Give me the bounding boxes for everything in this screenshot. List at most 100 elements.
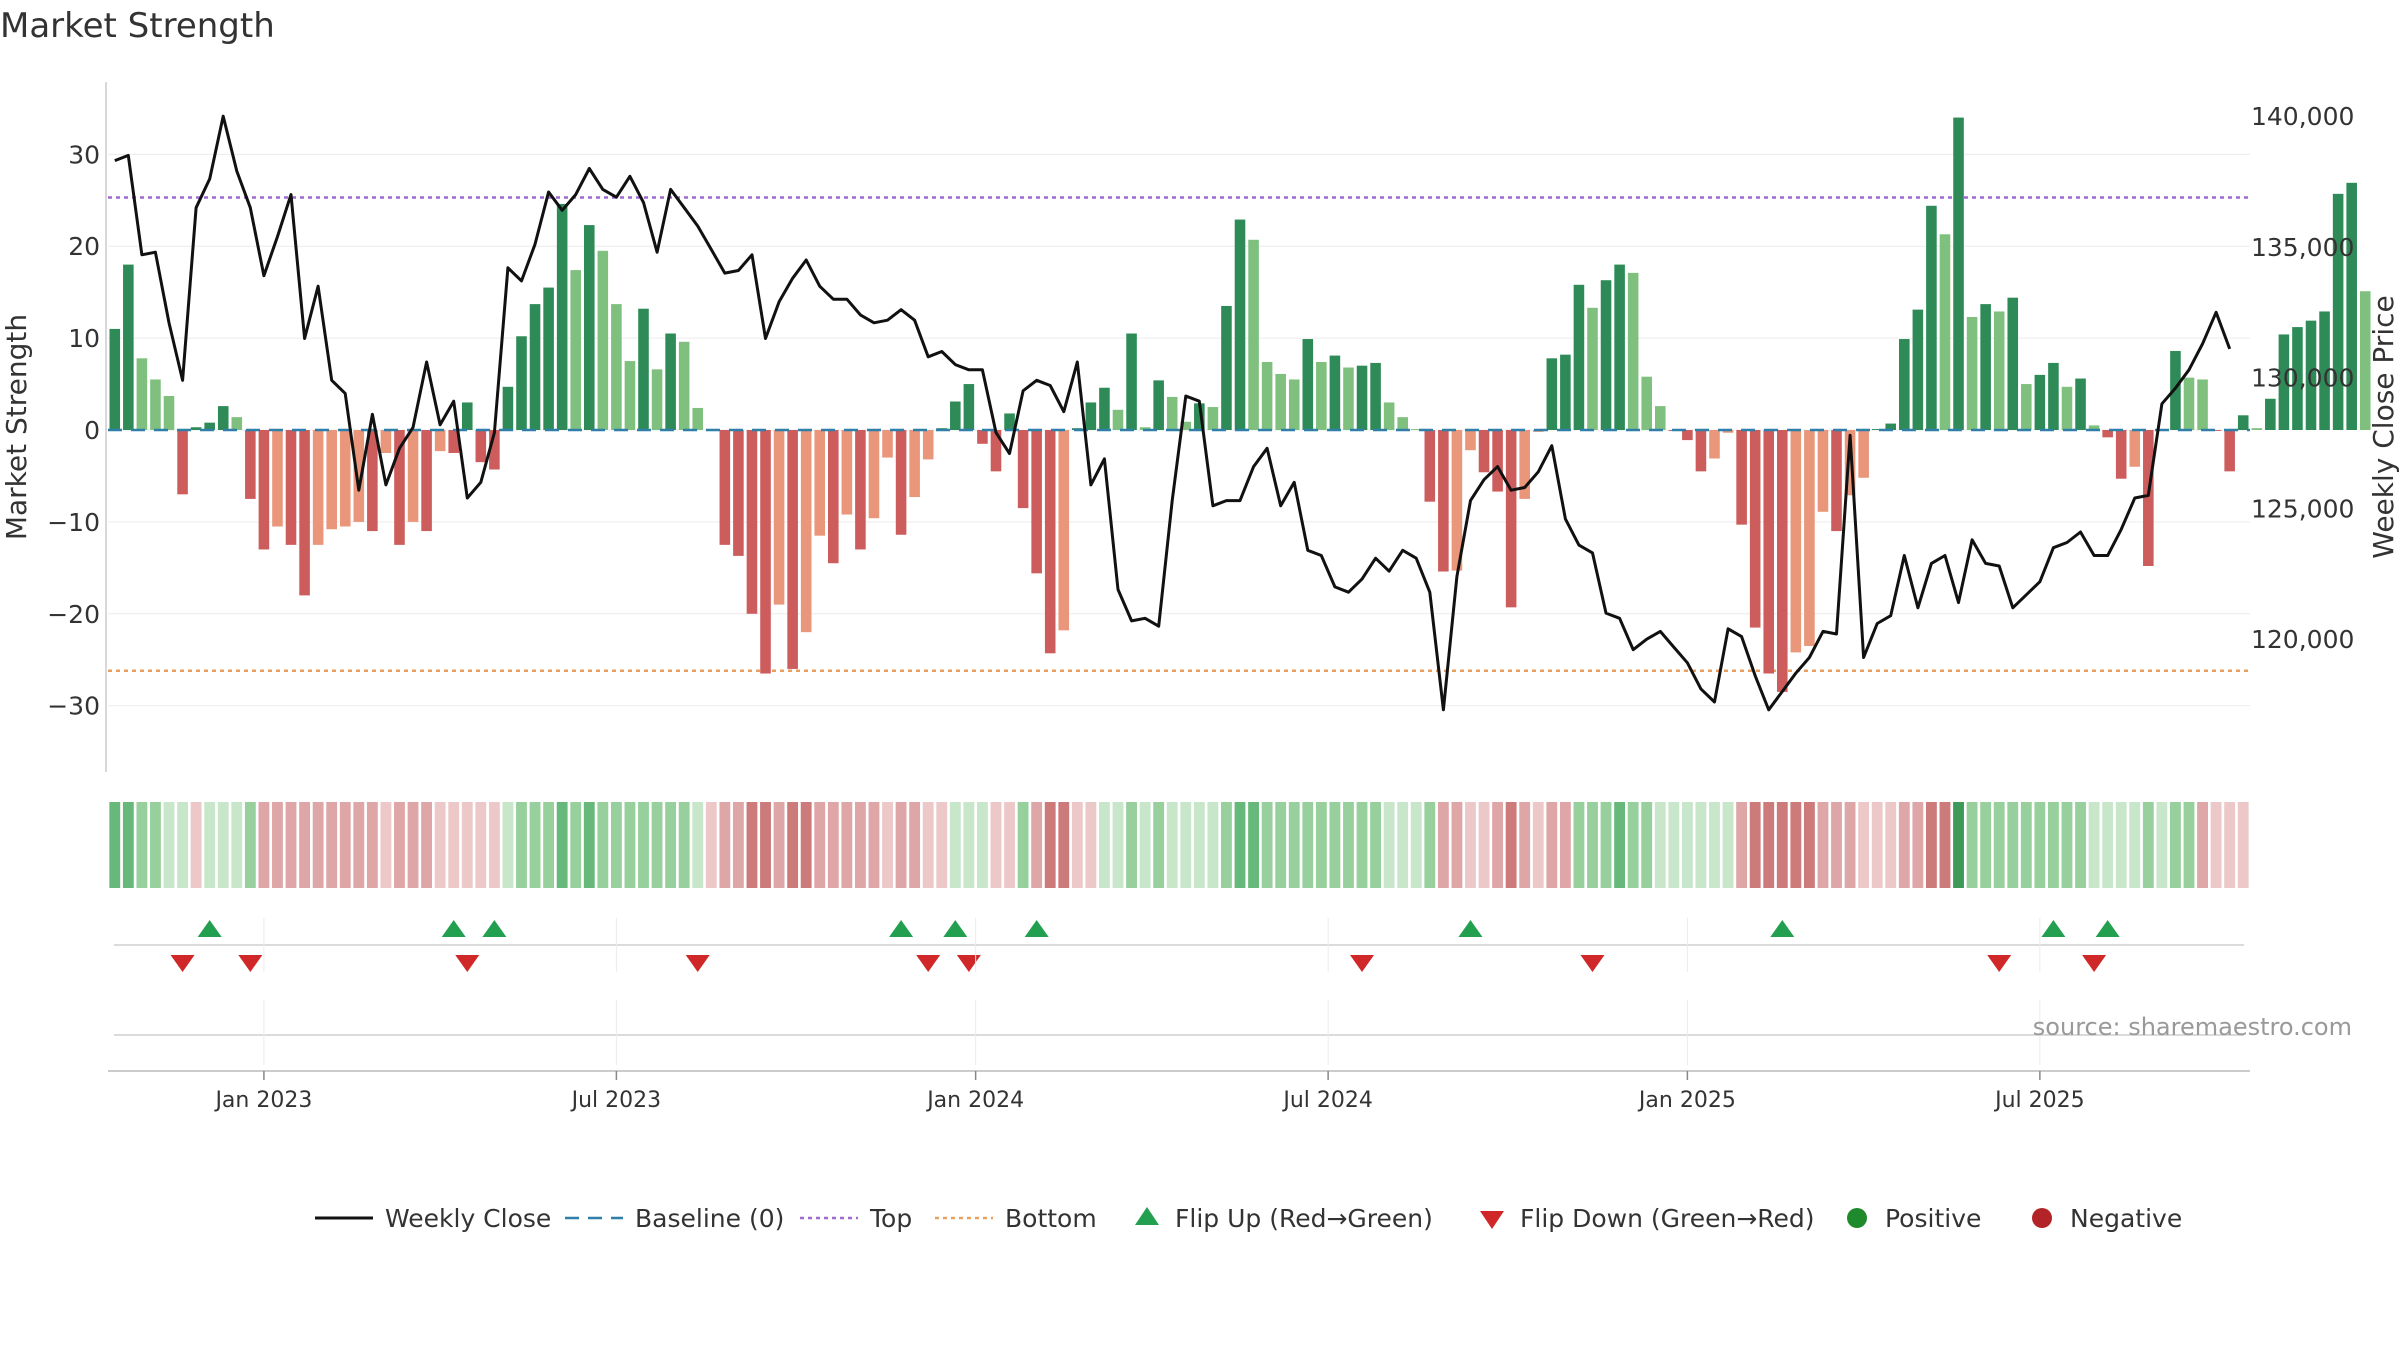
- strip-cell: [678, 802, 690, 888]
- strength-bar: [2034, 374, 2046, 430]
- strip-cell: [705, 802, 717, 888]
- strip-cell: [543, 802, 555, 888]
- strip-cell: [2210, 802, 2222, 888]
- flip-markers: [114, 920, 2244, 1036]
- strip-cell: [1058, 802, 1070, 888]
- strip-cell: [1695, 802, 1707, 888]
- y-tick-label-left: 0: [84, 416, 100, 445]
- strip-cell: [1654, 802, 1666, 888]
- strength-bar: [2292, 327, 2303, 430]
- strength-bar: [326, 430, 337, 530]
- chart-title: Market Strength: [0, 6, 275, 46]
- strength-bar: [299, 430, 310, 596]
- legend-item: Weekly Close: [315, 1204, 551, 1233]
- flip-down-marker: [238, 955, 263, 972]
- strength-bar: [2346, 182, 2357, 430]
- strength-bar: [434, 430, 446, 452]
- strength-bar: [1383, 402, 1395, 430]
- strip-cell: [1139, 802, 1151, 888]
- legend-swatch-dot-marker: [1847, 1208, 1867, 1228]
- x-tick-label: Jan 2024: [925, 1088, 1024, 1113]
- y-tick-label-right: 135,000: [2251, 233, 2354, 262]
- strength-bar: [1519, 430, 1530, 499]
- strength-bar: [1641, 376, 1653, 430]
- flip-up-marker: [2095, 920, 2120, 937]
- legend-label: Bottom: [1005, 1204, 1097, 1233]
- strip-cell: [719, 802, 731, 888]
- strip-cell: [1044, 802, 1056, 888]
- strength-bar: [1885, 423, 1897, 430]
- strength-bar: [922, 430, 934, 460]
- strength-bar: [882, 430, 893, 458]
- strength-bar: [1546, 358, 1558, 430]
- strength-bar: [1627, 272, 1639, 430]
- strength-bar: [638, 308, 649, 430]
- flip-up-marker: [1024, 920, 1049, 937]
- strip-cell: [1546, 802, 1558, 888]
- strength-bar: [2210, 430, 2222, 431]
- strip-cell: [1871, 802, 1883, 888]
- strip-cell: [1126, 802, 1137, 888]
- strength-bar: [339, 430, 351, 527]
- strength-bar: [1139, 427, 1151, 430]
- strength-bar: [963, 384, 975, 430]
- strength-bar: [1112, 409, 1124, 430]
- strip-cell: [2237, 802, 2249, 888]
- flip-down-marker: [916, 955, 941, 972]
- strength-bar: [1953, 117, 1964, 430]
- legend-label: Flip Up (Red→Green): [1175, 1204, 1433, 1233]
- strip-cell: [760, 802, 771, 888]
- strength-bar: [1573, 284, 1585, 430]
- legend-label: Negative: [2070, 1204, 2182, 1233]
- strip-cell: [570, 802, 582, 888]
- strip-cell: [692, 802, 704, 888]
- strength-bar: [841, 430, 853, 515]
- flip-up-marker: [482, 920, 507, 937]
- strip-cell: [1980, 802, 1992, 888]
- strength-bar: [1465, 430, 1476, 451]
- strength-bar: [895, 430, 907, 535]
- legend-item: Bottom: [935, 1204, 1097, 1233]
- strength-bar: [1709, 430, 1720, 459]
- flip-up-marker: [1770, 920, 1795, 937]
- strength-bar: [1370, 362, 1381, 430]
- strip-cell: [1275, 802, 1287, 888]
- strength-bar: [1316, 362, 1327, 430]
- strength-bar: [692, 407, 704, 430]
- strength-bar: [2224, 430, 2235, 472]
- strength-bar: [1234, 219, 1246, 430]
- strength-bar: [1871, 429, 1883, 430]
- strip-cell: [2156, 802, 2168, 888]
- strength-bar: [150, 379, 161, 430]
- strength-bar: [1221, 305, 1232, 430]
- strength-bar: [1722, 430, 1734, 433]
- strip-cell: [1370, 802, 1381, 888]
- x-tick-label: Jan 2023: [213, 1088, 312, 1113]
- strength-bar: [2332, 193, 2344, 430]
- x-tick-label: Jul 2024: [1281, 1088, 1373, 1113]
- legend-item: Top: [800, 1204, 912, 1233]
- strength-bar: [1017, 430, 1029, 509]
- threshold-lines: [108, 196, 2250, 673]
- strength-bar: [2075, 378, 2086, 430]
- strip-cell: [1749, 802, 1761, 888]
- strip-cell: [895, 802, 907, 888]
- strength-bar: [597, 250, 609, 430]
- strip-cell: [1790, 802, 1802, 888]
- strip-cell: [854, 802, 866, 888]
- strip-cell: [1004, 802, 1015, 888]
- strength-bar: [1505, 430, 1517, 608]
- strength-bar: [2319, 311, 2330, 430]
- strip-cell: [1939, 802, 1951, 888]
- flip-down-marker: [1350, 955, 1375, 972]
- strip-cell: [1953, 802, 1964, 888]
- left-y-axis: 30 20 10 0 −10 −20 −30: [47, 82, 107, 772]
- strip-cell: [163, 802, 175, 888]
- strength-bar: [773, 430, 785, 605]
- strength-bar: [1749, 430, 1761, 628]
- strip-cell: [1397, 802, 1409, 888]
- strength-bar: [204, 422, 215, 430]
- source-text: source: sharemaestro.com: [2033, 1013, 2352, 1041]
- strip-cell: [1451, 802, 1463, 888]
- strength-bar: [1776, 430, 1788, 692]
